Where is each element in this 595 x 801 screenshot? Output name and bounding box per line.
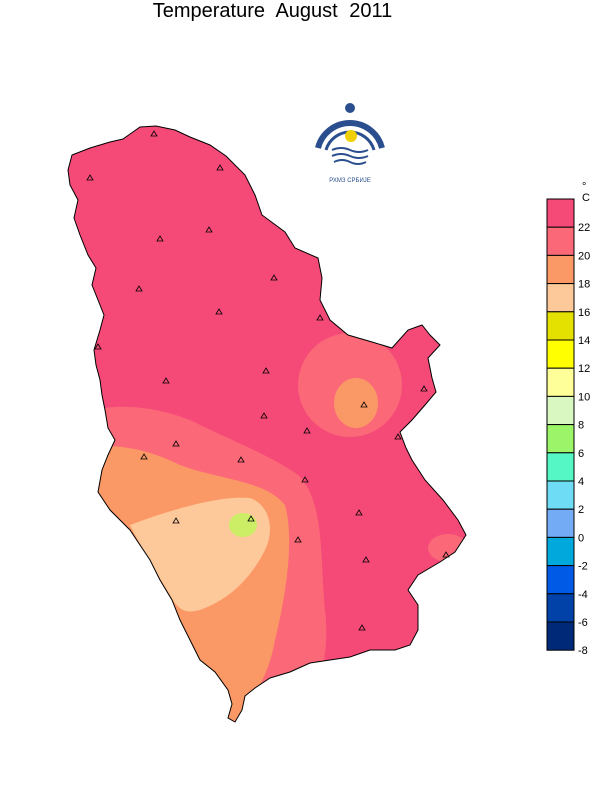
legend-unit-degree: ° bbox=[582, 181, 586, 193]
legend-swatch bbox=[546, 536, 575, 567]
legend-swatch bbox=[546, 254, 575, 285]
legend-tick-label: 6 bbox=[578, 448, 584, 460]
station-marker-icon bbox=[301, 476, 309, 483]
station-marker-icon bbox=[270, 274, 278, 281]
station-marker-icon bbox=[237, 456, 245, 463]
legend-swatch bbox=[546, 424, 575, 454]
legend-tick-label: 10 bbox=[578, 391, 590, 403]
station-marker-icon bbox=[355, 509, 363, 516]
station-marker-icon bbox=[262, 367, 270, 374]
station-marker-icon bbox=[420, 385, 428, 392]
legend-swatch bbox=[546, 367, 575, 397]
map-title: Temperature August 2011 bbox=[152, 0, 393, 22]
legend-tick-label: -6 bbox=[578, 617, 588, 629]
station-marker-icon bbox=[162, 377, 170, 384]
legend-swatch bbox=[546, 593, 575, 623]
legend-swatch bbox=[546, 508, 575, 538]
legend-swatch bbox=[546, 452, 575, 482]
legend-swatch bbox=[546, 198, 575, 228]
legend-swatch bbox=[546, 311, 575, 341]
legend-tick-label: -2 bbox=[578, 561, 588, 573]
legend-tick-label: 20 bbox=[578, 250, 590, 262]
legend-swatch bbox=[546, 395, 575, 426]
station-marker-icon bbox=[205, 226, 213, 233]
station-marker-icon bbox=[215, 308, 223, 315]
legend-tick-label: 16 bbox=[578, 307, 590, 319]
legend-tick-label: 12 bbox=[578, 363, 590, 375]
legend-tick-label: 18 bbox=[578, 279, 590, 291]
legend-tick-label: 0 bbox=[578, 532, 584, 544]
station-marker-icon bbox=[140, 453, 148, 460]
zone-14-core bbox=[229, 513, 257, 537]
station-marker-icon bbox=[316, 314, 324, 321]
legend-swatch bbox=[546, 283, 575, 313]
legend-tick-label: 22 bbox=[578, 222, 590, 234]
station-marker-icon bbox=[156, 235, 164, 242]
station-marker-icon bbox=[172, 517, 180, 524]
station-marker-icon bbox=[260, 412, 268, 419]
legend-unit: C bbox=[582, 192, 590, 204]
legend-tick-label: 4 bbox=[578, 476, 584, 488]
station-marker-icon bbox=[303, 427, 311, 434]
station-marker-icon bbox=[358, 624, 366, 631]
logo: РХМЗ СРБИЈЕ bbox=[315, 103, 385, 184]
station-marker-icon bbox=[442, 551, 450, 558]
legend-tick-label: 8 bbox=[578, 420, 584, 432]
station-marker-icon bbox=[216, 164, 224, 171]
legend-swatches bbox=[546, 198, 575, 651]
weather-stations bbox=[86, 130, 450, 631]
station-marker-icon bbox=[172, 440, 180, 447]
station-marker-icon bbox=[394, 433, 402, 440]
legend-swatch bbox=[546, 621, 575, 651]
legend-swatch bbox=[546, 226, 575, 256]
station-marker-icon bbox=[86, 174, 94, 181]
station-marker-icon bbox=[247, 515, 255, 522]
zone-18-east bbox=[334, 378, 378, 428]
station-marker-icon bbox=[135, 285, 143, 292]
legend-tick-label: -8 bbox=[578, 645, 588, 657]
sun-icon bbox=[345, 130, 357, 142]
legend-tick-label: -4 bbox=[578, 589, 588, 601]
legend-swatch bbox=[546, 480, 575, 510]
station-marker-icon bbox=[362, 556, 370, 563]
legend-swatch bbox=[546, 565, 575, 595]
legend-tick-label: 14 bbox=[578, 335, 590, 347]
legend-swatch bbox=[546, 339, 575, 369]
station-marker-icon bbox=[360, 401, 368, 408]
logo-caption: РХМЗ СРБИЈЕ bbox=[329, 178, 371, 184]
station-marker-icon bbox=[150, 130, 158, 137]
station-marker-icon bbox=[94, 343, 102, 350]
station-marker-icon bbox=[294, 536, 302, 543]
legend-tick-label: 2 bbox=[578, 504, 584, 516]
